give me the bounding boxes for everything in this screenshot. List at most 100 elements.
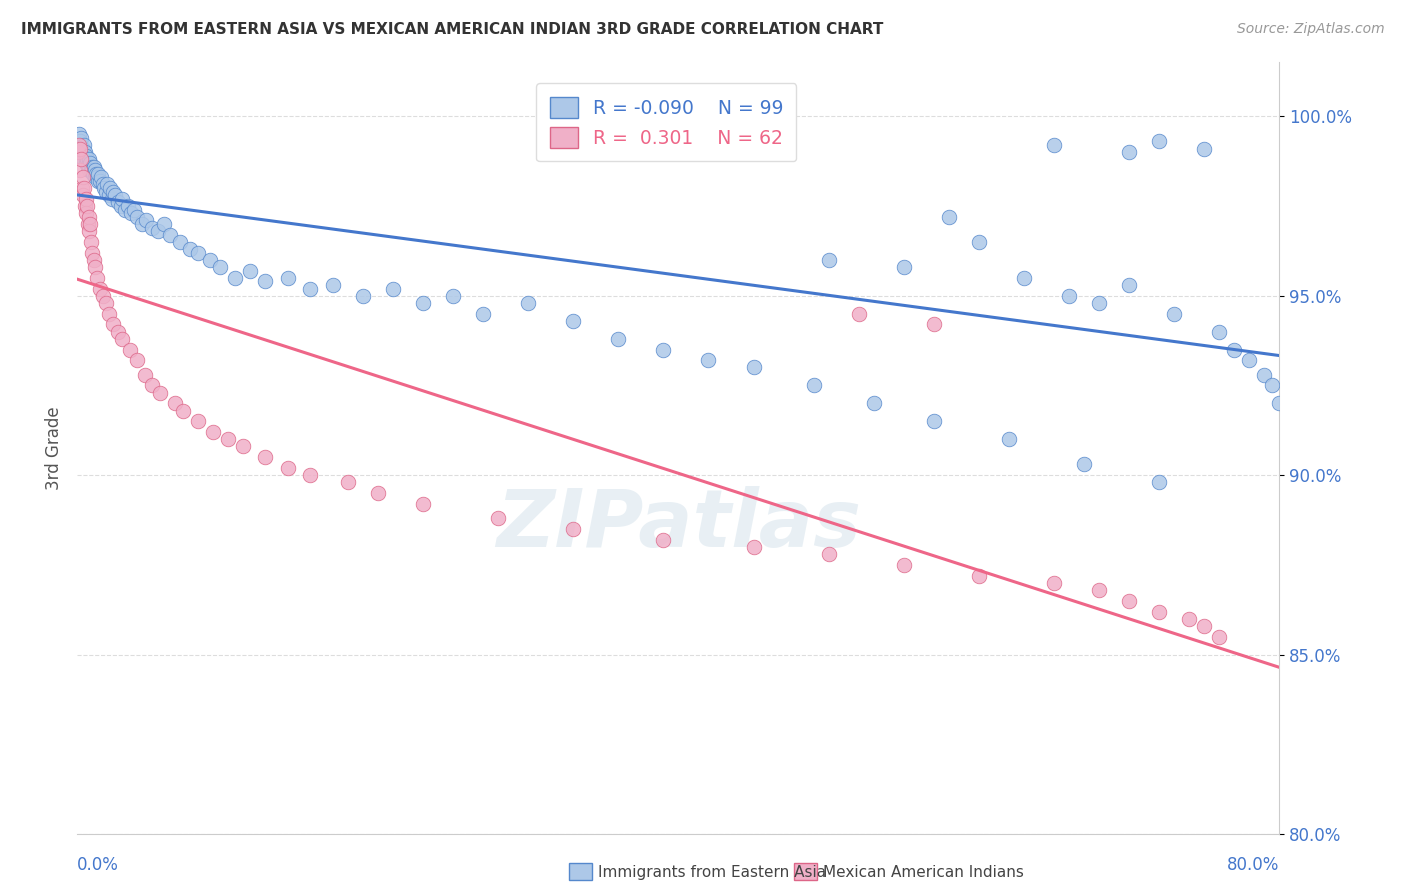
- Point: [299, 468, 322, 483]
- Point: [198, 252, 221, 267]
- Point: [77, 163, 100, 178]
- Text: Source: ZipAtlas.com: Source: ZipAtlas.com: [1237, 22, 1385, 37]
- Point: [86, 170, 108, 185]
- Point: [169, 235, 191, 249]
- Point: [82, 245, 104, 260]
- Point: [70, 130, 93, 145]
- Point: [97, 307, 120, 321]
- Point: [70, 145, 93, 160]
- Point: [742, 540, 765, 554]
- Point: [103, 318, 125, 332]
- Point: [998, 432, 1021, 446]
- Point: [652, 533, 675, 547]
- Point: [1012, 270, 1035, 285]
- Point: [107, 325, 129, 339]
- Legend: R = -0.090    N = 99, R =  0.301    N = 62: R = -0.090 N = 99, R = 0.301 N = 62: [537, 83, 796, 161]
- Point: [84, 163, 107, 178]
- Point: [209, 260, 232, 274]
- Point: [239, 263, 262, 277]
- Point: [817, 547, 839, 561]
- Point: [111, 192, 134, 206]
- Point: [893, 558, 915, 572]
- Point: [1178, 612, 1201, 626]
- Point: [91, 178, 114, 192]
- Point: [441, 289, 464, 303]
- Point: [472, 307, 495, 321]
- Point: [114, 202, 136, 217]
- Point: [91, 289, 114, 303]
- Point: [87, 167, 110, 181]
- Text: Mexican American Indians: Mexican American Indians: [823, 865, 1024, 880]
- Point: [381, 281, 404, 295]
- Point: [134, 368, 156, 382]
- Point: [172, 403, 194, 417]
- Point: [848, 307, 870, 321]
- Point: [217, 432, 239, 446]
- Point: [336, 475, 359, 490]
- Point: [299, 281, 322, 295]
- Point: [72, 170, 94, 185]
- Point: [127, 353, 149, 368]
- Point: [893, 260, 915, 274]
- Point: [73, 199, 96, 213]
- Point: [562, 314, 585, 328]
- Point: [1057, 289, 1080, 303]
- Point: [69, 142, 91, 156]
- Point: [179, 242, 201, 256]
- Point: [70, 153, 93, 167]
- Point: [1118, 145, 1140, 160]
- Point: [93, 181, 115, 195]
- Point: [80, 160, 103, 174]
- Point: [117, 199, 139, 213]
- Point: [163, 396, 186, 410]
- Point: [83, 252, 105, 267]
- Point: [76, 217, 98, 231]
- Point: [89, 281, 111, 295]
- Point: [277, 270, 299, 285]
- Point: [76, 153, 98, 167]
- Point: [90, 170, 112, 185]
- Point: [1268, 396, 1291, 410]
- Point: [104, 188, 127, 202]
- Point: [1208, 325, 1230, 339]
- Point: [153, 217, 176, 231]
- Point: [352, 289, 374, 303]
- Point: [254, 450, 277, 465]
- Text: Immigrants from Eastern Asia: Immigrants from Eastern Asia: [598, 865, 825, 880]
- Point: [1223, 343, 1246, 357]
- Point: [67, 145, 90, 160]
- Text: IMMIGRANTS FROM EASTERN ASIA VS MEXICAN AMERICAN INDIAN 3RD GRADE CORRELATION CH: IMMIGRANTS FROM EASTERN ASIA VS MEXICAN …: [21, 22, 883, 37]
- Point: [186, 414, 209, 428]
- Point: [201, 425, 224, 439]
- Point: [131, 217, 153, 231]
- Point: [652, 343, 675, 357]
- Point: [72, 188, 94, 202]
- Point: [79, 217, 101, 231]
- Point: [76, 199, 98, 213]
- Point: [517, 296, 540, 310]
- Point: [862, 396, 884, 410]
- Point: [86, 174, 108, 188]
- Point: [412, 296, 434, 310]
- Point: [84, 260, 107, 274]
- Point: [82, 163, 104, 178]
- Point: [1149, 605, 1171, 619]
- Point: [742, 360, 765, 375]
- Point: [486, 511, 509, 525]
- Point: [367, 486, 389, 500]
- Point: [141, 220, 163, 235]
- Point: [817, 252, 839, 267]
- Point: [1149, 475, 1171, 490]
- Y-axis label: 3rd Grade: 3rd Grade: [45, 407, 63, 490]
- Point: [84, 167, 107, 181]
- Point: [1194, 619, 1216, 633]
- Point: [107, 195, 129, 210]
- Point: [149, 385, 172, 400]
- Point: [80, 163, 103, 178]
- Point: [94, 185, 117, 199]
- Point: [1253, 368, 1275, 382]
- Point: [76, 160, 98, 174]
- Text: 80.0%: 80.0%: [1227, 855, 1279, 873]
- Point: [69, 138, 91, 153]
- Point: [118, 343, 141, 357]
